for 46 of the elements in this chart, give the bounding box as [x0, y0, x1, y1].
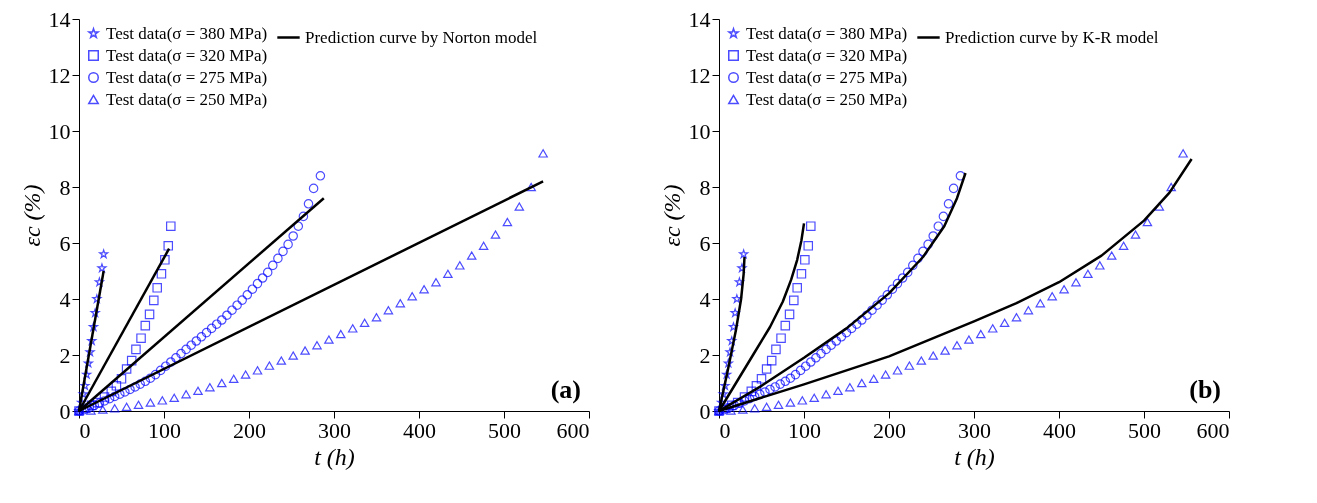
y-tick-label: 4: [699, 286, 711, 312]
x-axis-title: t (h): [314, 443, 355, 470]
x-tick-label: 0: [719, 417, 731, 443]
x-tick-label: 300: [318, 417, 351, 443]
y-axis-title: εc (%): [658, 184, 685, 247]
x-tick-label: 500: [488, 417, 521, 443]
legend-label: Test data(σ = 320 MPa): [106, 45, 268, 65]
y-tick-label: 6: [699, 230, 711, 256]
x-tick-label: 600: [1196, 417, 1230, 443]
y-tick-label: 8: [59, 174, 71, 200]
y-tick-label: 8: [699, 174, 711, 200]
y-tick-label: 10: [688, 118, 711, 144]
x-axis-title: t (h): [954, 443, 995, 470]
legend-label: Test data(σ = 275 MPa): [106, 67, 268, 87]
annotation: (b): [1189, 375, 1221, 404]
legend-label: Prediction curve by K-R model: [945, 27, 1159, 47]
y-tick-label: 2: [59, 342, 71, 368]
legend-label: Test data(σ = 250 MPa): [106, 89, 268, 109]
x-tick-label: 400: [1043, 417, 1076, 443]
y-tick-label: 0: [699, 398, 711, 424]
y-tick-label: 10: [48, 118, 71, 144]
x-tick-label: 300: [958, 417, 991, 443]
x-tick-label: 400: [403, 417, 436, 443]
x-tick-label: 200: [873, 417, 906, 443]
y-tick-label: 14: [688, 6, 711, 32]
legend-label: Prediction curve by Norton model: [305, 27, 538, 47]
x-tick-label: 100: [148, 417, 181, 443]
y-axis-title: εc (%): [18, 184, 45, 247]
y-tick-label: 6: [59, 230, 71, 256]
x-tick-label: 0: [79, 417, 91, 443]
legend-label: Test data(σ = 275 MPa): [746, 67, 908, 87]
y-tick-label: 4: [59, 286, 71, 312]
legend-label: Test data(σ = 250 MPa): [746, 89, 908, 109]
y-tick-label: 14: [48, 6, 71, 32]
legend-label: Test data(σ = 380 MPa): [106, 23, 268, 43]
x-tick-label: 600: [556, 417, 590, 443]
y-tick-label: 2: [699, 342, 711, 368]
x-tick-label: 500: [1128, 417, 1161, 443]
annotation: (a): [550, 375, 581, 404]
x-tick-label: 200: [233, 417, 266, 443]
legend-label: Test data(σ = 380 MPa): [746, 23, 908, 43]
y-tick-label: 12: [688, 62, 711, 88]
y-tick-label: 12: [48, 62, 71, 88]
legend-label: Test data(σ = 320 MPa): [746, 45, 908, 65]
x-tick-label: 100: [788, 417, 821, 443]
y-tick-label: 0: [59, 398, 71, 424]
